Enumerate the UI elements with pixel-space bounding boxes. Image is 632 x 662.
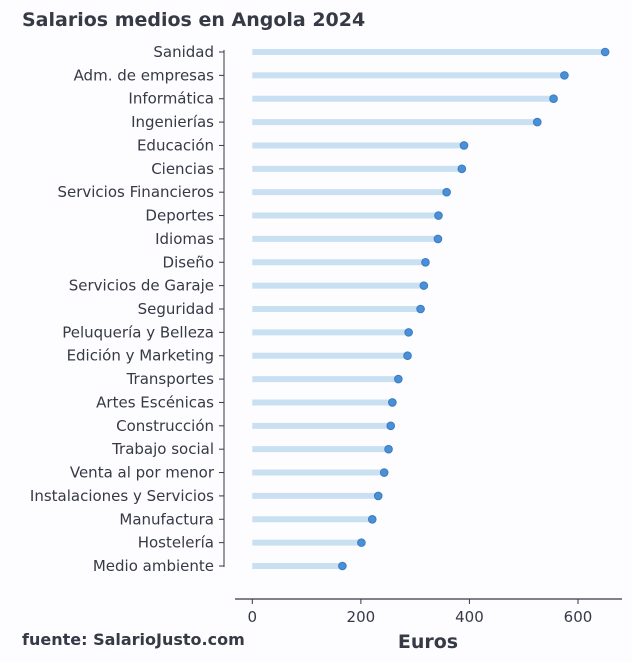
category-label: Peluquería y Belleza: [62, 323, 214, 341]
category-label: Adm. de empresas: [74, 66, 215, 84]
data-point: [379, 468, 389, 477]
data-point: [384, 444, 393, 454]
data-point: [404, 328, 413, 337]
category-label: Transportes: [126, 370, 215, 388]
category-label: Hostelería: [138, 534, 214, 552]
data-point: [338, 561, 347, 571]
category-label: Informática: [128, 90, 214, 108]
data-point: [416, 304, 425, 314]
category-label: Diseño: [163, 253, 214, 271]
category-label: Construcción: [116, 417, 214, 435]
category-label: Deportes: [145, 207, 214, 225]
x-tick-label: 400: [455, 608, 484, 626]
data-point: [357, 538, 366, 547]
data-point: [434, 211, 443, 220]
category-label: Ciencias: [151, 160, 214, 178]
category-label: Venta al por menor: [70, 464, 215, 482]
x-tick-label: 200: [347, 608, 376, 626]
category-label: Medio ambiente: [93, 557, 214, 575]
data-point: [532, 117, 542, 127]
data-point: [560, 71, 569, 80]
category-label: Seguridad: [138, 300, 214, 318]
data-point: [386, 421, 396, 431]
category-label: Trabajo social: [111, 440, 214, 458]
source-label: fuente: SalarioJusto.com: [22, 630, 245, 649]
data-point: [403, 351, 412, 361]
data-point: [442, 187, 451, 197]
data-point: [549, 94, 558, 104]
category-label: Idiomas: [155, 230, 214, 248]
data-point: [421, 257, 430, 267]
category-label: Manufactura: [119, 510, 214, 528]
x-axis-label: Euros: [398, 631, 458, 653]
data-point: [388, 398, 397, 407]
data-point: [367, 514, 377, 524]
chart-title: Salarios medios en Angola 2024: [22, 9, 365, 31]
category-label: Edición y Marketing: [67, 347, 214, 365]
data-point: [459, 141, 469, 150]
category-label: Servicios Financieros: [57, 183, 214, 201]
category-label: Ingenierías: [131, 113, 214, 131]
data-point: [419, 281, 429, 290]
category-label: Sanidad: [153, 43, 214, 61]
x-tick-label: 0: [248, 608, 258, 626]
x-tick-label: 600: [564, 608, 593, 626]
data-point: [394, 374, 403, 384]
category-label: Educación: [137, 136, 214, 154]
data-point: [433, 234, 443, 244]
data-point: [373, 491, 383, 501]
data-point: [600, 47, 610, 57]
category-label: Servicios de Garaje: [69, 277, 214, 295]
category-label: Instalaciones y Servicios: [30, 487, 214, 505]
data-point: [457, 164, 467, 174]
category-label: Artes Escénicas: [96, 393, 214, 411]
